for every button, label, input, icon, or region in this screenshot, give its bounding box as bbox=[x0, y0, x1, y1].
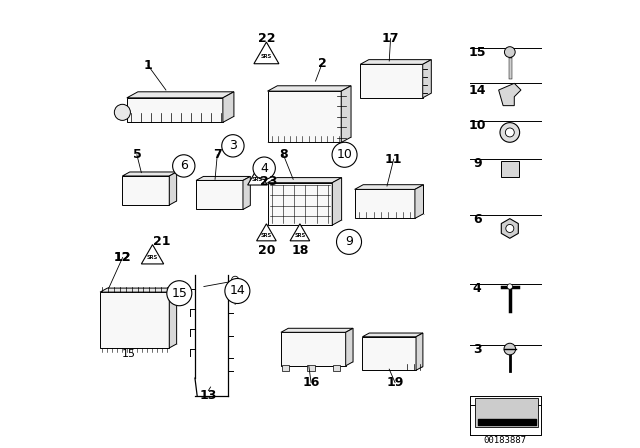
Text: 1: 1 bbox=[143, 59, 152, 72]
Text: 18: 18 bbox=[291, 244, 308, 257]
Polygon shape bbox=[268, 177, 342, 183]
Text: 6: 6 bbox=[473, 213, 481, 226]
Circle shape bbox=[504, 47, 515, 57]
Text: 15: 15 bbox=[468, 46, 486, 59]
Text: 21: 21 bbox=[153, 235, 170, 248]
Polygon shape bbox=[268, 86, 351, 91]
Circle shape bbox=[232, 276, 239, 284]
Circle shape bbox=[167, 281, 192, 306]
Text: 2: 2 bbox=[318, 57, 326, 70]
Text: 19: 19 bbox=[387, 376, 404, 389]
FancyBboxPatch shape bbox=[333, 365, 340, 371]
Polygon shape bbox=[281, 332, 346, 366]
Polygon shape bbox=[223, 92, 234, 122]
Polygon shape bbox=[355, 185, 424, 190]
Text: 3: 3 bbox=[229, 139, 237, 152]
Polygon shape bbox=[257, 224, 276, 241]
Text: 8: 8 bbox=[279, 148, 288, 161]
Circle shape bbox=[337, 229, 362, 254]
Text: 23: 23 bbox=[260, 175, 277, 188]
Polygon shape bbox=[243, 177, 250, 210]
Text: SRS: SRS bbox=[252, 177, 263, 182]
Text: 9: 9 bbox=[345, 235, 353, 248]
Polygon shape bbox=[360, 65, 423, 98]
Polygon shape bbox=[268, 183, 332, 225]
Text: 14: 14 bbox=[230, 284, 245, 297]
Text: 11: 11 bbox=[385, 153, 403, 166]
Text: 9: 9 bbox=[473, 157, 481, 170]
Text: 12: 12 bbox=[114, 251, 131, 264]
Circle shape bbox=[506, 224, 514, 233]
Polygon shape bbox=[499, 83, 521, 106]
Text: 16: 16 bbox=[302, 376, 320, 389]
Circle shape bbox=[115, 104, 131, 121]
Text: 3: 3 bbox=[473, 343, 481, 356]
Circle shape bbox=[500, 123, 520, 142]
Text: 5: 5 bbox=[132, 148, 141, 161]
Text: 10: 10 bbox=[337, 148, 353, 161]
Text: 20: 20 bbox=[258, 244, 275, 257]
Polygon shape bbox=[196, 177, 250, 181]
Polygon shape bbox=[416, 333, 423, 370]
Circle shape bbox=[173, 155, 195, 177]
Text: 4: 4 bbox=[473, 282, 481, 295]
Text: SRS: SRS bbox=[294, 233, 305, 238]
Circle shape bbox=[221, 135, 244, 157]
Circle shape bbox=[507, 284, 513, 289]
Text: 12: 12 bbox=[114, 251, 131, 264]
Text: 17: 17 bbox=[382, 32, 399, 45]
Polygon shape bbox=[141, 245, 164, 264]
Polygon shape bbox=[100, 288, 177, 292]
Text: 14: 14 bbox=[468, 83, 486, 96]
Polygon shape bbox=[355, 190, 415, 219]
Circle shape bbox=[504, 343, 516, 355]
Polygon shape bbox=[415, 185, 424, 219]
Polygon shape bbox=[254, 42, 279, 64]
Text: 15: 15 bbox=[172, 287, 188, 300]
Polygon shape bbox=[281, 328, 353, 332]
Polygon shape bbox=[360, 60, 431, 65]
Polygon shape bbox=[476, 398, 538, 427]
Polygon shape bbox=[268, 91, 341, 142]
Polygon shape bbox=[362, 337, 416, 370]
Polygon shape bbox=[501, 161, 519, 177]
Text: SRS: SRS bbox=[260, 54, 272, 59]
Polygon shape bbox=[122, 176, 169, 205]
Circle shape bbox=[506, 128, 515, 137]
Text: 6: 6 bbox=[180, 159, 188, 172]
Polygon shape bbox=[423, 60, 431, 98]
Circle shape bbox=[253, 157, 275, 179]
Polygon shape bbox=[362, 333, 423, 337]
Circle shape bbox=[225, 279, 250, 303]
Text: 7: 7 bbox=[213, 148, 221, 161]
Polygon shape bbox=[169, 288, 177, 348]
Polygon shape bbox=[122, 172, 177, 176]
Polygon shape bbox=[100, 292, 169, 348]
Polygon shape bbox=[332, 177, 342, 225]
Text: 10: 10 bbox=[468, 119, 486, 132]
FancyBboxPatch shape bbox=[307, 365, 315, 371]
Circle shape bbox=[332, 142, 357, 167]
Polygon shape bbox=[248, 168, 268, 185]
Polygon shape bbox=[341, 86, 351, 142]
Text: SRS: SRS bbox=[147, 255, 158, 260]
Polygon shape bbox=[501, 219, 518, 238]
Polygon shape bbox=[346, 328, 353, 366]
Text: 00183887: 00183887 bbox=[484, 436, 527, 445]
Text: 4: 4 bbox=[260, 162, 268, 175]
Text: SRS: SRS bbox=[260, 233, 272, 238]
Polygon shape bbox=[127, 92, 234, 98]
Polygon shape bbox=[196, 181, 243, 210]
Text: 22: 22 bbox=[258, 32, 275, 45]
Text: 15: 15 bbox=[122, 349, 136, 358]
Polygon shape bbox=[127, 98, 223, 122]
Polygon shape bbox=[169, 172, 177, 205]
Polygon shape bbox=[290, 224, 310, 241]
FancyBboxPatch shape bbox=[282, 365, 289, 371]
Text: 13: 13 bbox=[200, 389, 217, 402]
